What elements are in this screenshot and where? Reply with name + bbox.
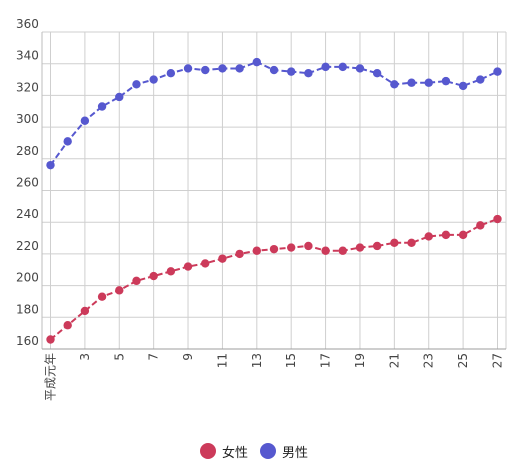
- x-tick-label: 21: [387, 353, 401, 368]
- y-tick-label: 300: [16, 112, 39, 126]
- legend-label-female: 女性: [222, 445, 249, 461]
- y-tick-label: 200: [16, 271, 39, 285]
- x-tick-label: 7: [147, 353, 161, 361]
- y-tick-label: 360: [16, 17, 39, 31]
- data-point[interactable]: [493, 67, 502, 76]
- data-point[interactable]: [407, 238, 416, 248]
- data-point[interactable]: [390, 238, 399, 248]
- data-point[interactable]: [166, 267, 176, 276]
- legend-item-female[interactable]: 女性: [200, 442, 248, 461]
- y-axis: 160 180 200 220 240 260 280 300 320 340 360: [16, 17, 39, 348]
- legend-item-male[interactable]: 男性: [260, 442, 308, 461]
- data-point[interactable]: [304, 241, 313, 251]
- data-point[interactable]: [476, 75, 485, 84]
- data-point[interactable]: [132, 276, 141, 286]
- data-point[interactable]: [458, 81, 468, 91]
- data-point[interactable]: [218, 254, 227, 263]
- x-tick-label: 25: [456, 353, 470, 368]
- x-axis: 平成元年 3 5 7 9 11 13 15 17 19 21 23 25 27: [44, 353, 505, 401]
- data-point[interactable]: [183, 64, 193, 73]
- data-point[interactable]: [149, 271, 158, 281]
- y-tick-label: 180: [16, 302, 39, 316]
- series-0: [46, 214, 502, 344]
- data-point[interactable]: [424, 232, 433, 241]
- y-tick-label: 280: [16, 144, 39, 158]
- data-point[interactable]: [355, 243, 365, 252]
- x-tick-label: 平成元年: [44, 353, 58, 401]
- data-point[interactable]: [235, 249, 244, 259]
- data-point[interactable]: [424, 78, 433, 87]
- legend-marker-male: [260, 443, 277, 459]
- legend-marker-female: [200, 443, 216, 459]
- data-point[interactable]: [407, 78, 416, 87]
- data-point[interactable]: [338, 246, 347, 255]
- x-tick-label: 15: [284, 353, 298, 368]
- x-tick-label: 19: [353, 353, 367, 368]
- data-point[interactable]: [321, 246, 330, 255]
- data-point[interactable]: [235, 64, 244, 73]
- x-tick-label: 5: [112, 353, 126, 361]
- data-point[interactable]: [46, 335, 55, 344]
- y-tick-label: 320: [16, 80, 39, 94]
- data-point[interactable]: [218, 64, 227, 73]
- series-layer: [46, 57, 502, 344]
- x-tick-label: 3: [78, 353, 92, 361]
- x-tick-label: 17: [319, 353, 333, 368]
- data-point[interactable]: [286, 67, 296, 76]
- x-tick-label: 27: [491, 353, 505, 368]
- data-point[interactable]: [97, 292, 107, 301]
- data-point[interactable]: [63, 137, 72, 146]
- data-point[interactable]: [458, 230, 468, 240]
- data-point[interactable]: [372, 241, 382, 251]
- data-point[interactable]: [441, 76, 451, 86]
- data-point[interactable]: [372, 69, 382, 78]
- data-point[interactable]: [201, 259, 210, 268]
- data-point[interactable]: [183, 262, 193, 271]
- data-point[interactable]: [493, 214, 502, 224]
- data-point[interactable]: [252, 57, 262, 67]
- data-point[interactable]: [304, 69, 313, 78]
- data-point[interactable]: [338, 62, 347, 72]
- data-point[interactable]: [63, 321, 72, 330]
- data-point[interactable]: [115, 286, 124, 295]
- x-tick-label: 9: [181, 353, 195, 361]
- data-point[interactable]: [321, 62, 330, 72]
- data-point[interactable]: [80, 116, 90, 125]
- y-tick-label: 240: [16, 207, 39, 221]
- data-point[interactable]: [355, 64, 365, 73]
- data-point[interactable]: [252, 246, 262, 255]
- y-tick-label: 260: [16, 176, 39, 190]
- data-point[interactable]: [97, 102, 107, 111]
- y-tick-label: 340: [16, 49, 39, 63]
- x-tick-label: 23: [422, 353, 436, 368]
- data-point[interactable]: [115, 92, 124, 102]
- data-point[interactable]: [166, 69, 176, 78]
- data-point[interactable]: [149, 75, 158, 84]
- legend-label-male: 男性: [282, 445, 309, 461]
- data-point[interactable]: [201, 65, 210, 75]
- data-point[interactable]: [441, 230, 451, 240]
- data-point[interactable]: [390, 80, 399, 89]
- data-point[interactable]: [269, 244, 279, 254]
- x-tick-label: 13: [250, 353, 264, 368]
- data-point[interactable]: [476, 221, 485, 230]
- data-point[interactable]: [286, 243, 296, 252]
- data-point[interactable]: [80, 306, 90, 316]
- data-point[interactable]: [132, 80, 141, 89]
- y-tick-label: 160: [16, 334, 39, 348]
- legend: 女性 男性: [200, 440, 320, 462]
- data-point[interactable]: [269, 65, 279, 75]
- x-tick-label: 11: [215, 353, 229, 368]
- y-tick-label: 220: [16, 239, 39, 253]
- line-chart: 160 180 200 220 240 260 280 300 320 340 360 平成元年 3 5…: [16, 17, 507, 401]
- series-1: [46, 57, 502, 170]
- data-point[interactable]: [46, 160, 55, 170]
